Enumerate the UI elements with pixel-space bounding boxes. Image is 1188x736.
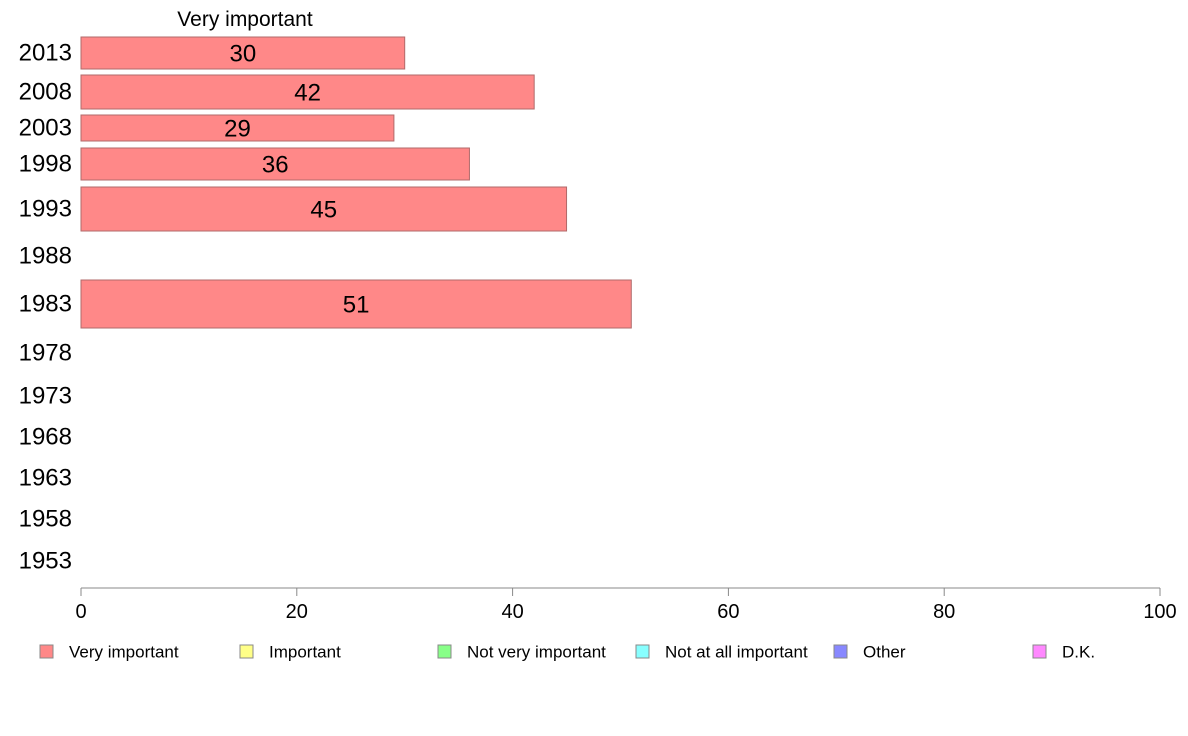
legend-swatch-2 bbox=[437, 644, 452, 659]
bar-1993 bbox=[80, 186, 568, 232]
year-label-1993: 1993 bbox=[19, 196, 72, 223]
legend-label-4: Other bbox=[863, 643, 906, 662]
legend-swatch-0 bbox=[39, 644, 54, 659]
year-label-1978: 1978 bbox=[19, 340, 72, 367]
year-label-1953: 1953 bbox=[19, 548, 72, 575]
bar-value-label-2008: 42 bbox=[294, 80, 321, 107]
bars-group: 30 42 29 36 45 51 bbox=[80, 36, 632, 329]
year-label-1988: 1988 bbox=[19, 243, 72, 270]
legend-swatch-5 bbox=[1032, 644, 1047, 659]
legend-swatch-3 bbox=[635, 644, 650, 659]
year-label-1958: 1958 bbox=[19, 506, 72, 533]
bar-2008 bbox=[80, 74, 535, 110]
bar-2013 bbox=[80, 36, 406, 70]
bar-value-label-1993: 45 bbox=[310, 197, 337, 224]
bar-value-label-1998: 36 bbox=[262, 152, 289, 179]
year-label-1963: 1963 bbox=[19, 465, 72, 492]
bar-1983 bbox=[80, 279, 632, 329]
legend-swatch-1 bbox=[239, 644, 254, 659]
year-labels-group: 2013 2008 2003 1998 1993 1988 1983 1978 1973 1968… bbox=[19, 40, 72, 575]
x-tick-label-0: 0 bbox=[75, 601, 86, 623]
year-label-1968: 1968 bbox=[19, 424, 72, 451]
series-header: Very important bbox=[177, 8, 313, 31]
legend-swatch-4 bbox=[833, 644, 848, 659]
x-tick-label-40: 40 bbox=[501, 601, 523, 623]
legend: Very important Important Not very importan… bbox=[39, 643, 1095, 662]
bar-2003 bbox=[80, 114, 395, 142]
year-label-2013: 2013 bbox=[19, 40, 72, 67]
bar-1998 bbox=[80, 147, 470, 181]
year-label-2008: 2008 bbox=[19, 79, 72, 106]
bar-value-label-2003: 29 bbox=[224, 116, 251, 143]
legend-label-0: Very important bbox=[69, 643, 179, 662]
year-label-1983: 1983 bbox=[19, 291, 72, 318]
bar-value-label-1983: 51 bbox=[343, 292, 370, 319]
legend-label-5: D.K. bbox=[1062, 643, 1095, 662]
x-tick-label-20: 20 bbox=[286, 601, 308, 623]
bar-value-label-2013: 30 bbox=[229, 41, 256, 68]
x-axis-ticks: 0 20 40 60 80 100 bbox=[75, 588, 1177, 623]
year-label-1998: 1998 bbox=[19, 151, 72, 178]
x-tick-label-60: 60 bbox=[717, 601, 739, 623]
x-tick-label-100: 100 bbox=[1143, 601, 1176, 623]
year-label-1973: 1973 bbox=[19, 383, 72, 410]
year-label-2003: 2003 bbox=[19, 115, 72, 142]
legend-label-2: Not very important bbox=[467, 643, 606, 662]
x-tick-label-80: 80 bbox=[933, 601, 955, 623]
legend-label-3: Not at all important bbox=[665, 643, 808, 662]
legend-label-1: Important bbox=[269, 643, 341, 662]
